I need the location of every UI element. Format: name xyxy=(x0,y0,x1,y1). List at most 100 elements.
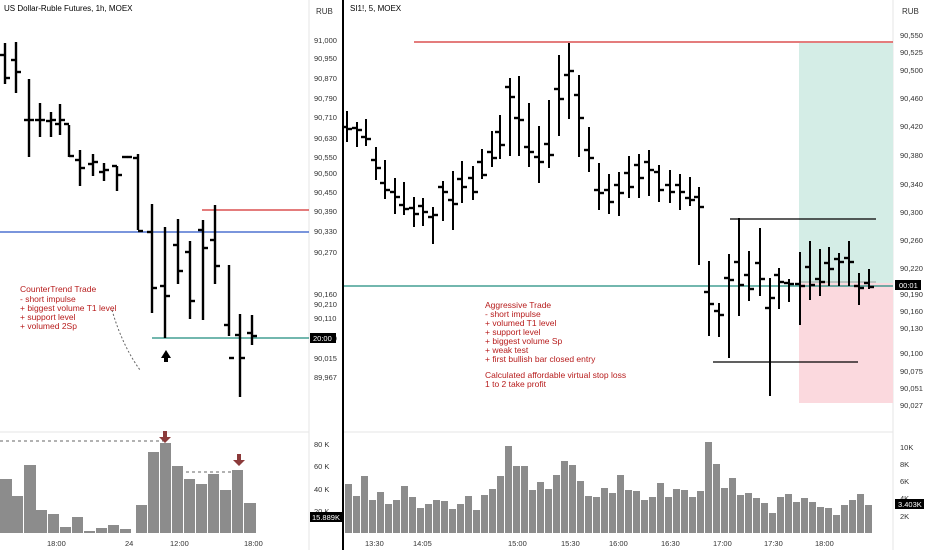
left-price-tick: 90,015 xyxy=(314,354,337,363)
volume-bar xyxy=(793,502,800,533)
volume-bar xyxy=(457,504,464,533)
ohlc-bar xyxy=(35,103,45,137)
right-time-tick: 16:30 xyxy=(661,539,680,548)
volume-bar xyxy=(497,476,504,533)
down-arrow-icon xyxy=(159,431,171,443)
volume-bar xyxy=(729,478,736,533)
right-price-tick: 90,300 xyxy=(900,208,923,217)
right-volume-axis[interactable]: 10K 8K 6K 4K 2K xyxy=(900,443,913,521)
volume-bar xyxy=(593,497,600,533)
ohlc-bar xyxy=(11,42,21,93)
annotation-pointer[interactable] xyxy=(111,309,141,371)
ohlc-bar xyxy=(744,251,754,301)
volume-bar xyxy=(208,474,219,533)
volume-bar xyxy=(641,500,648,533)
right-price-tick: 90,130 xyxy=(900,324,923,333)
ohlc-bar xyxy=(564,43,574,119)
volume-bar xyxy=(108,525,119,533)
volume-bar xyxy=(409,497,416,533)
volume-bar xyxy=(617,475,624,533)
right-price-axis[interactable]: 90,550 90,525 90,500 90,460 90,420 90,380 90,3… xyxy=(900,31,923,410)
volume-bar xyxy=(865,505,872,533)
left-price-tick: 90,270 xyxy=(314,248,337,257)
volume-bar xyxy=(657,483,664,533)
left-annotation-line: + support level xyxy=(20,312,76,322)
volume-bar xyxy=(24,465,36,533)
right-annotation-line: + volumed T1 level xyxy=(485,318,557,328)
left-price-tick: 90,500 xyxy=(314,169,337,178)
right-annotation-title: Aggressive Trade xyxy=(485,300,551,310)
volume-bar xyxy=(521,466,528,533)
left-price-tick: 90,710 xyxy=(314,113,337,122)
right-time-axis[interactable]: 13:30 14:05 15:00 15:30 16:00 16:30 17:00 17:30… xyxy=(365,539,834,548)
volume-bar xyxy=(633,491,640,533)
ohlc-bar xyxy=(198,220,208,320)
ohlc-bar xyxy=(724,254,734,358)
left-price-tick: 90,450 xyxy=(314,188,337,197)
right-price-bars xyxy=(342,43,874,396)
left-price-axis[interactable]: 91,000 90,950 90,870 90,790 90,710 90,630 90,5… xyxy=(314,36,337,382)
volume-bar xyxy=(425,504,432,533)
right-annotation-footer: 1 to 2 take profit xyxy=(485,379,547,389)
ohlc-bar xyxy=(380,160,390,199)
left-time-axis[interactable]: 18:00 24 12:00 18:00 xyxy=(47,539,263,548)
ohlc-bar xyxy=(544,100,554,168)
volume-bar xyxy=(417,508,424,533)
stop-loss-zone[interactable] xyxy=(799,283,893,403)
right-annotation: Aggressive Trade - short impulse + volum… xyxy=(485,300,626,389)
volume-bar xyxy=(649,497,656,533)
ohlc-bar xyxy=(784,279,794,302)
right-annotation-line: - short impulse xyxy=(485,309,541,319)
right-time-tick: 14:05 xyxy=(413,539,432,548)
volume-bar xyxy=(136,505,147,533)
volume-bar xyxy=(489,489,496,533)
left-price-tick: 91,000 xyxy=(314,36,337,45)
ohlc-bar xyxy=(624,156,634,198)
ohlc-bar xyxy=(112,164,122,191)
right-price-tick: 90,075 xyxy=(900,367,923,376)
take-profit-zone[interactable] xyxy=(799,43,893,283)
volume-bar xyxy=(601,488,608,533)
volume-bar xyxy=(449,509,456,533)
right-annotation-line: + weak test xyxy=(485,345,529,355)
volume-bar xyxy=(160,443,171,533)
ohlc-bar xyxy=(55,104,65,135)
volume-bar xyxy=(721,488,728,533)
right-price-tick: 90,160 xyxy=(900,307,923,316)
right-time-tick: 17:00 xyxy=(713,539,732,548)
ohlc-bar xyxy=(438,181,448,221)
left-price-tick: 90,110 xyxy=(314,314,336,323)
volume-bar xyxy=(673,489,680,533)
right-annotation-line: + first bullish bar closed entry xyxy=(485,354,596,364)
ohlc-bar xyxy=(99,163,109,181)
ohlc-bar xyxy=(714,303,724,337)
panel-divider[interactable] xyxy=(342,0,344,550)
volume-bar xyxy=(609,493,616,533)
left-price-tick: 90,870 xyxy=(314,74,337,83)
ohlc-bar xyxy=(524,103,534,167)
volume-bar xyxy=(433,500,440,533)
left-price-tick: 90,210 xyxy=(314,300,337,309)
volume-bar xyxy=(353,496,360,533)
ohlc-bar xyxy=(554,55,564,136)
ohlc-bar xyxy=(361,119,371,146)
ohlc-bar xyxy=(477,149,487,179)
volume-bar xyxy=(148,452,159,533)
ohlc-bar xyxy=(755,228,765,296)
left-time-tick: 18:00 xyxy=(47,539,66,548)
volume-bar xyxy=(84,531,95,533)
left-volume-axis[interactable]: 80 K 60 K 40 K 20 K xyxy=(314,440,329,516)
left-annotation-title: CounterTrend Trade xyxy=(20,284,96,294)
volume-bar xyxy=(841,505,848,533)
ohlc-bar xyxy=(448,171,458,230)
right-volume-tick: 4K xyxy=(900,494,909,503)
left-price-tick: 90,630 xyxy=(314,134,337,143)
volume-bar xyxy=(689,497,696,533)
volume-bar xyxy=(569,465,576,533)
volume-bar xyxy=(761,503,768,533)
right-volume-tick: 2K xyxy=(900,512,909,521)
right-price-tick: 90,380 xyxy=(900,151,923,160)
left-time-tick: 18:00 xyxy=(244,539,263,548)
volume-bar xyxy=(12,496,23,533)
left-annotation-line: + biggest volume T1 level xyxy=(20,303,117,313)
